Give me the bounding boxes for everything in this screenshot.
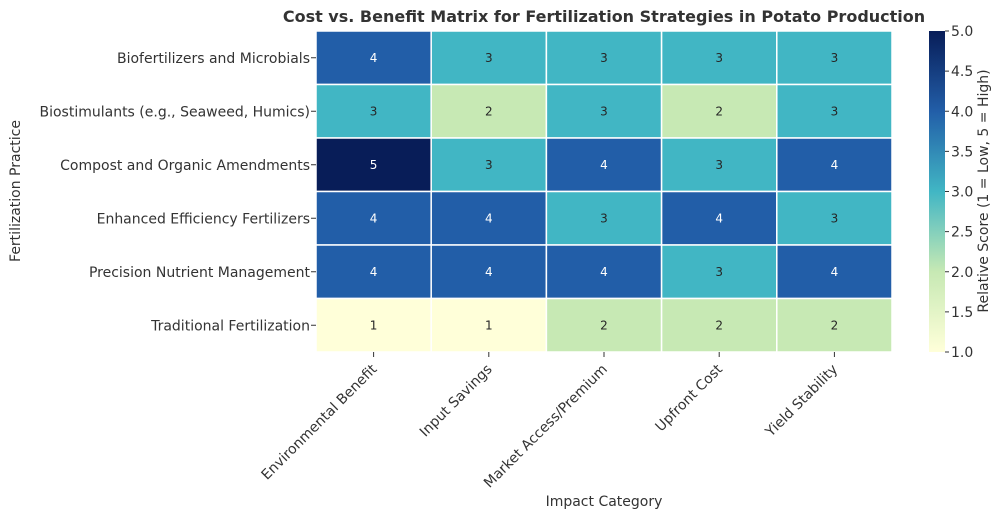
heatmap-cell	[545, 244, 663, 300]
cell-value-label: 3	[715, 265, 723, 279]
y-tick-label: Enhanced Efficiency Fertilizers	[97, 211, 310, 227]
cell-value-label: 2	[485, 104, 493, 118]
colorbar-tick-label: 5.0	[951, 24, 973, 40]
cell-value-label: 2	[715, 318, 723, 332]
colorbar-tick-label: 2.5	[951, 225, 973, 241]
heatmap-cell	[545, 297, 663, 353]
colorbar-ticks: 1.0 1.5 2.0 2.5 3.0 3.5 4.0 4.5 5.0	[945, 24, 973, 361]
x-tick-labels: Environmental Benefit Input SavingsMarket…	[259, 352, 841, 492]
colorbar-tick-label: 1.0	[951, 345, 973, 361]
cell-value-label: 3	[485, 158, 493, 172]
y-axis-label: Fertilization Practice	[8, 120, 24, 262]
cell-value-label: 3	[600, 211, 608, 225]
x-tick-label: Upfront Cost	[652, 361, 726, 435]
colorbar-tick-label: 3.0	[951, 185, 973, 201]
cell-value-label: 3	[600, 51, 608, 65]
heatmap-cell	[660, 297, 778, 353]
cell-value-label: 2	[831, 318, 839, 332]
cell-value-label: 4	[370, 265, 378, 279]
cell-value-label: 4	[600, 265, 608, 279]
colorbar-tick-label: 1.5	[951, 305, 973, 321]
x-tick-label: Environmental Benefit	[259, 361, 381, 483]
cell-value-label: 3	[715, 51, 723, 65]
cell-value-label: 2	[600, 318, 608, 332]
colorbar-tick-label: 3.5	[951, 144, 973, 160]
colorbar-tick-label: 4.0	[951, 104, 973, 120]
colorbar	[929, 31, 945, 352]
heatmap-cell	[430, 30, 548, 86]
y-tick-label: Traditional Fertilization	[150, 318, 310, 334]
chart-title: Cost vs. Benefit Matrix for Fertilizatio…	[283, 7, 925, 26]
heatmap-cell	[430, 137, 548, 193]
heatmap-cell	[315, 244, 432, 300]
cell-value-label: 4	[600, 158, 608, 172]
colorbar-tick-label: 4.5	[951, 64, 973, 80]
cell-value-label: 3	[600, 104, 608, 118]
cell-value-label: 4	[485, 265, 493, 279]
cell-value-label: 5	[370, 158, 378, 172]
colorbar-tick-label: 2.0	[951, 265, 973, 281]
y-tick-label: Precision Nutrient Management	[89, 265, 311, 281]
cell-value-label: 4	[715, 211, 723, 225]
heatmap-cell	[430, 190, 548, 246]
y-tick-label: Biofertilizers and Microbials	[117, 51, 310, 67]
cell-value-label: 3	[831, 104, 839, 118]
cell-value-label: 3	[715, 158, 723, 172]
cell-value-label: 4	[831, 158, 839, 172]
cell-value-label: 1	[485, 318, 493, 332]
cell-value-label: 4	[831, 265, 839, 279]
y-tick-labels: Biofertilizers and Microbials Biostimulan…	[39, 51, 316, 334]
cell-value-label: 3	[485, 51, 493, 65]
heatmap-cell	[430, 244, 548, 300]
x-tick-label: Market Access/Premium	[481, 362, 611, 492]
y-tick-label: Biostimulants (e.g., Seaweed, Humics)	[39, 104, 310, 120]
heatmap-cell	[776, 83, 893, 139]
heatmap-cell	[545, 30, 663, 86]
y-tick-label: Compost and Organic Amendments	[60, 158, 310, 174]
cell-value-label: 4	[485, 211, 493, 225]
x-tick-label: Input Savings	[417, 362, 496, 441]
heatmap-cell	[660, 137, 778, 193]
cell-value-label: 3	[831, 211, 839, 225]
x-tick-label: Yield Stability	[762, 362, 841, 441]
heatmap-cell	[430, 297, 548, 353]
x-axis-label: Impact Category	[546, 494, 663, 510]
heatmap-cell	[776, 297, 893, 353]
cell-value-label: 2	[715, 104, 723, 118]
colorbar-label: Relative Score (1 = Low, 5 = High)	[976, 69, 992, 312]
cell-value-label: 4	[370, 211, 378, 225]
heatmap-cell	[776, 190, 893, 246]
heatmap-cell	[545, 190, 663, 246]
cell-value-label: 1	[370, 318, 378, 332]
heatmap-cell	[315, 30, 432, 86]
cell-value-label: 3	[831, 51, 839, 65]
heatmap-cell	[545, 83, 663, 139]
heatmap-cell	[660, 190, 778, 246]
cell-value-label: 4	[370, 51, 378, 65]
cell-value-label: 3	[370, 104, 378, 118]
heatmap-cells: 4 3 3 3 3 3 2 3 2 3 5 3 4 3 4 4 4 3 4 3 4 4 4 3 4 1 1 2 2 2	[315, 30, 893, 353]
